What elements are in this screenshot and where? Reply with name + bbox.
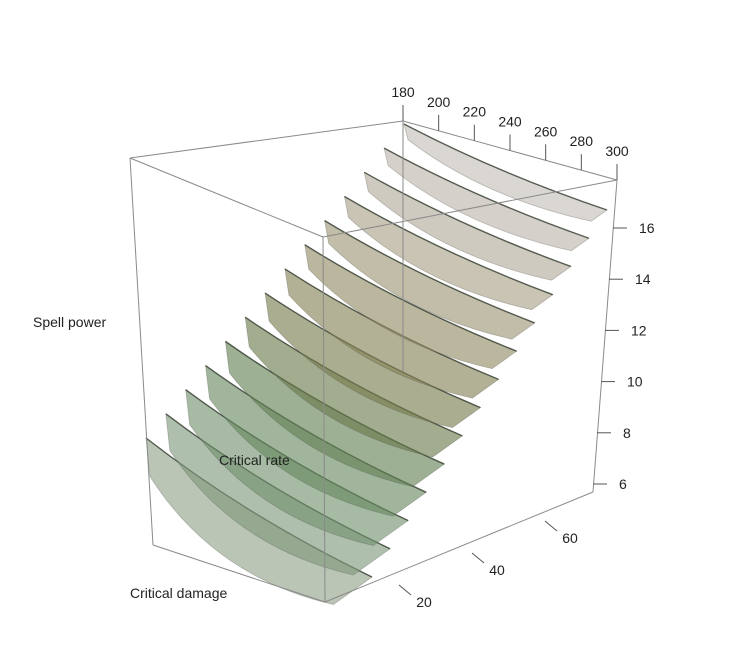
x-tick-20-label: 20 xyxy=(416,594,432,610)
z-tick-12-label: 12 xyxy=(631,322,647,338)
box-edge-top-left xyxy=(129,157,324,238)
z-axis-label: Spell power xyxy=(33,314,106,330)
x-tick-60-label: 60 xyxy=(562,530,578,546)
box-edge-front xyxy=(322,236,326,603)
x-axis-label: Critical damage xyxy=(130,585,227,601)
box-edge-top-back xyxy=(129,120,404,159)
z-tick-10-label: 10 xyxy=(627,374,643,390)
y-tick-180-label: 180 xyxy=(391,84,415,100)
z-tick-14-label: 14 xyxy=(635,271,651,287)
y-tick-220-label: 220 xyxy=(463,104,487,120)
box-edge-bottom-left xyxy=(152,544,326,603)
surface-crest-10 xyxy=(324,220,535,324)
z-tick-6-label: 6 xyxy=(619,476,627,492)
axes-layer: 180 200 220 240 260 280 300 6 8 10 12 14 16 20 40 60 xyxy=(391,84,654,610)
box-edge-bottom-right xyxy=(324,491,594,603)
x-tick-20-mark xyxy=(398,584,412,596)
y-tick-240-label: 240 xyxy=(498,114,522,130)
surface-crest-9 xyxy=(304,244,517,352)
surface-crest-11 xyxy=(344,195,554,296)
y-tick-200-label: 200 xyxy=(427,94,451,110)
box-edge-right xyxy=(592,179,618,493)
y-tick-300-label: 300 xyxy=(605,143,629,159)
surface-crest-12 xyxy=(363,171,572,268)
y-axis-label: Critical rate xyxy=(219,452,290,468)
x-tick-40-mark xyxy=(471,552,485,564)
x-tick-60-mark xyxy=(544,520,558,532)
surface-crest-14 xyxy=(403,123,608,211)
z-tick-16-label: 16 xyxy=(639,220,655,236)
z-tick-8-label: 8 xyxy=(623,425,631,441)
y-tick-260-label: 260 xyxy=(534,123,558,139)
surface-crest-13 xyxy=(383,147,590,239)
surface-layer xyxy=(145,123,608,605)
y-tick-280-label: 280 xyxy=(570,133,594,149)
box-edge-left xyxy=(129,157,154,546)
box-edge-top-front xyxy=(322,179,618,238)
x-tick-40-label: 40 xyxy=(489,562,505,578)
